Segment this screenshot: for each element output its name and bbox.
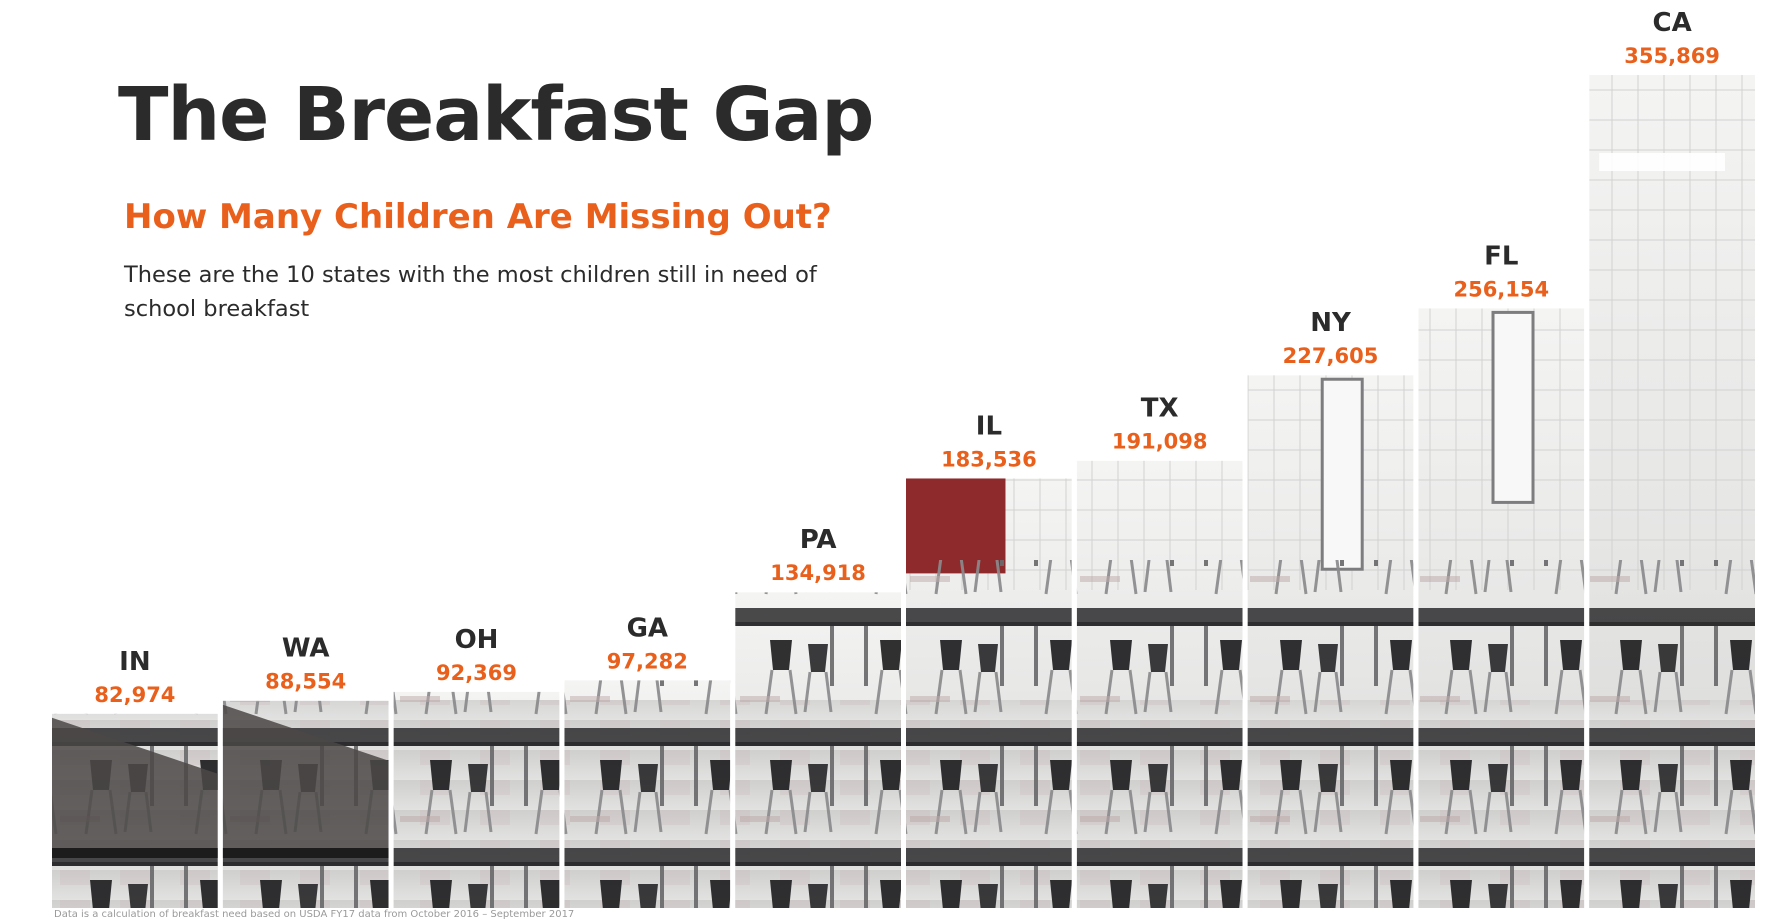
bar-oh: [393, 691, 560, 908]
chart-title: The Breakfast Gap: [118, 72, 874, 158]
value-label-ga: 97,282: [607, 649, 688, 673]
value-label-il: 183,536: [941, 447, 1037, 471]
bar-ca-furniture: [1589, 560, 1755, 908]
value-label-fl: 256,154: [1453, 277, 1549, 301]
bars-layer: [52, 75, 1755, 908]
bar-ca: [1589, 75, 1755, 908]
chart-subtitle: How Many Children Are Missing Out?: [124, 197, 832, 237]
state-label-oh: OH: [455, 625, 499, 655]
state-label-ca: CA: [1652, 8, 1691, 38]
bar-in: [52, 713, 218, 908]
bar-fl-furniture: [1418, 560, 1585, 908]
bar-ga-furniture: [564, 680, 731, 908]
value-label-ny: 227,605: [1283, 344, 1379, 368]
bar-il-furniture: [906, 560, 1072, 908]
bar-ny: [1247, 375, 1414, 908]
state-label-in: IN: [119, 647, 150, 677]
bar-il: [906, 478, 1072, 908]
bar-tx-furniture: [1076, 560, 1243, 908]
value-label-oh: 92,369: [436, 661, 517, 685]
state-label-pa: PA: [800, 525, 837, 555]
bar-ny-furniture: [1247, 560, 1414, 908]
bar-ga: [564, 680, 731, 908]
value-label-wa: 88,554: [265, 670, 346, 694]
bar-tx: [1076, 460, 1243, 908]
footnote: Data is a calculation of breakfast need …: [54, 909, 575, 920]
state-label-fl: FL: [1484, 241, 1518, 271]
value-label-in: 82,974: [94, 683, 175, 707]
state-label-ny: NY: [1310, 308, 1352, 338]
state-label-il: IL: [976, 411, 1002, 441]
value-label-pa: 134,918: [770, 561, 866, 585]
bar-fl: [1418, 308, 1585, 908]
value-label-ca: 355,869: [1624, 44, 1720, 68]
labels-layer: IN 82,974 WA 88,554 OH 92,369 GA 97,282 PA 134,91…: [94, 8, 1720, 707]
bar-pa-furniture: [735, 592, 901, 908]
chart-description: These are the 10 states with the most ch…: [124, 262, 817, 322]
state-label-wa: WA: [282, 634, 330, 664]
state-label-tx: TX: [1141, 394, 1179, 424]
bar-pa: [735, 592, 901, 908]
bar-wa: [222, 700, 389, 908]
state-label-ga: GA: [627, 613, 668, 643]
value-label-tx: 191,098: [1112, 430, 1208, 454]
bar-oh-furniture: [393, 691, 560, 908]
